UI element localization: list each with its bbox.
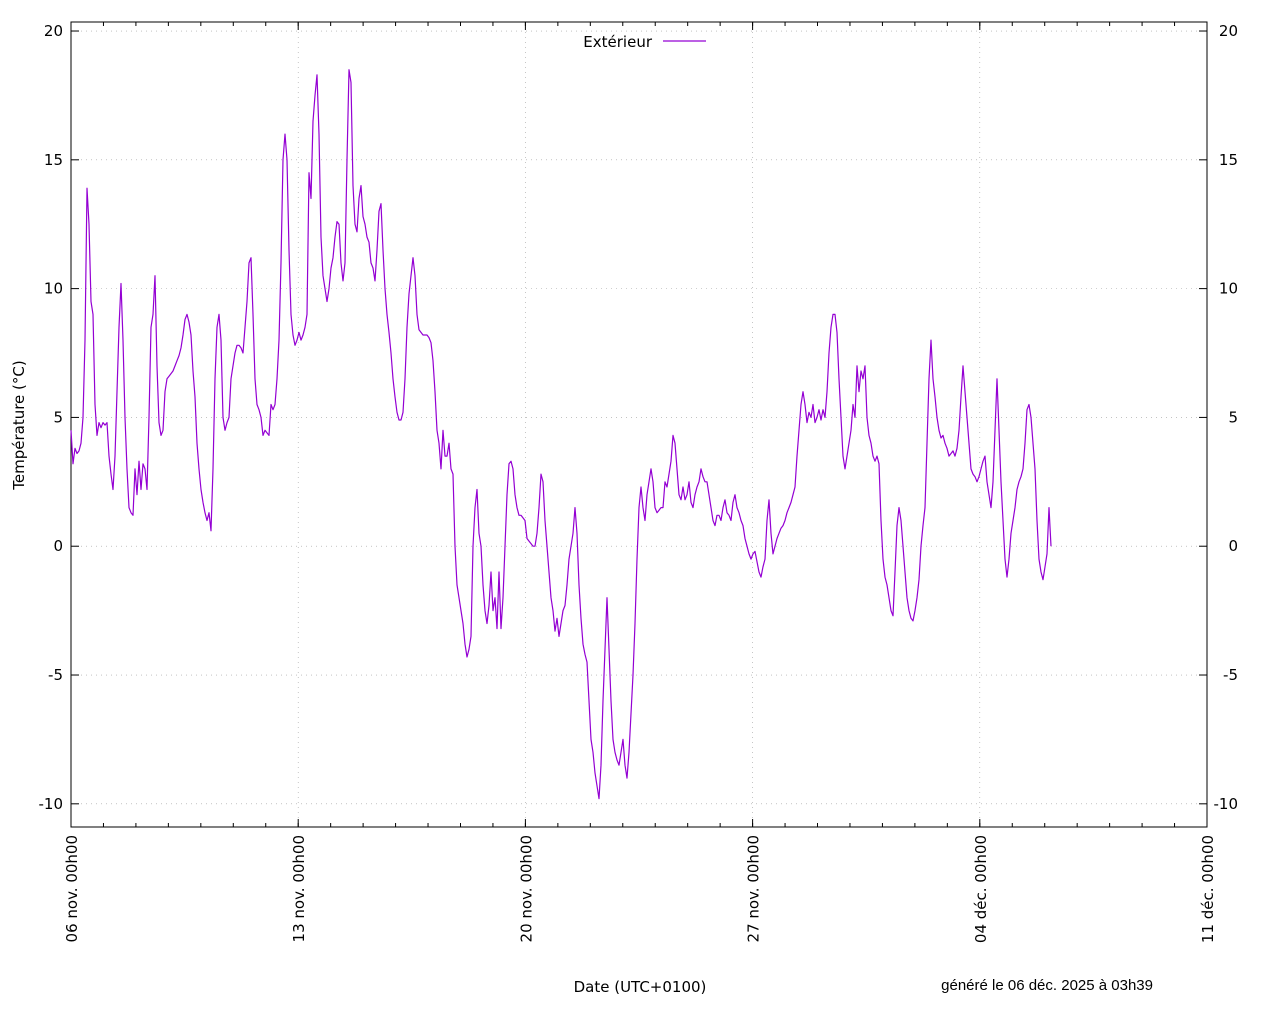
y-tick-label-left: 10 [44,280,63,298]
y-tick-label-left: 5 [53,408,63,426]
y-tick-label-right: 5 [1228,408,1238,426]
series-line-exterieur [70,69,1052,800]
generated-timestamp: généré le 06 déc. 2025 à 03h39 [941,977,1153,994]
plot-border [70,21,1208,828]
x-tick-label: 13 nov. 00h00 [290,835,308,942]
x-axis-label: Date (UTC+0100) [574,978,707,996]
x-tick-label: 11 déc. 00h00 [1199,835,1217,943]
axis-ticks: 20 20 15 15 10 10 5 5 0 0 -5 -5 -10 -10 06 nov. 00h00 1… [39,22,1239,943]
x-tick-label: 20 nov. 00h00 [517,835,535,942]
legend-label: Extérieur [583,33,653,51]
series-group [70,69,1052,800]
y-tick-label-right: -10 [1214,795,1239,813]
x-tick-label: 06 nov. 00h00 [63,835,81,942]
y-tick-label-right: 15 [1219,151,1238,169]
x-tick-label: 04 déc. 00h00 [972,835,990,943]
y-tick-label-left: 15 [44,151,63,169]
y-tick-label-right: -5 [1223,666,1238,684]
y-tick-label-left: -5 [48,666,63,684]
y-tick-label-left: -10 [39,795,64,813]
y-axis-label: Température (°C) [10,360,28,490]
y-tick-label-right: 10 [1219,280,1238,298]
y-tick-label-left: 0 [53,537,63,555]
y-tick-label-right: 20 [1219,22,1238,40]
x-tick-label: 27 nov. 00h00 [745,835,763,942]
grid [70,22,1208,827]
y-tick-label-left: 20 [44,22,63,40]
y-tick-label-right: 0 [1228,537,1238,555]
legend: Extérieur [583,33,706,51]
